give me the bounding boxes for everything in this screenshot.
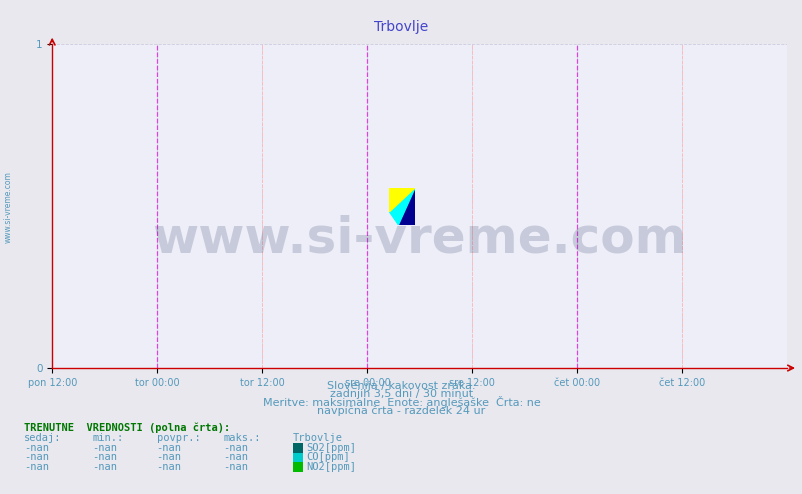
Text: -nan: -nan [223, 462, 248, 472]
Text: -nan: -nan [223, 443, 248, 453]
Text: -nan: -nan [92, 462, 117, 472]
Text: Trbovlje: Trbovlje [374, 20, 428, 34]
Polygon shape [389, 188, 415, 212]
Text: www.si-vreme.com: www.si-vreme.com [3, 171, 13, 244]
Text: maks.:: maks.: [223, 433, 261, 443]
Text: Slovenija / kakovost zraka.: Slovenija / kakovost zraka. [326, 381, 476, 391]
Text: -nan: -nan [156, 443, 181, 453]
Text: min.:: min.: [92, 433, 124, 443]
Text: povpr.:: povpr.: [156, 433, 200, 443]
Text: -nan: -nan [92, 443, 117, 453]
Text: -nan: -nan [156, 462, 181, 472]
Text: CO[ppm]: CO[ppm] [306, 453, 349, 462]
Text: -nan: -nan [24, 462, 49, 472]
Polygon shape [398, 188, 415, 225]
Text: zadnjih 3,5 dni / 30 minut: zadnjih 3,5 dni / 30 minut [330, 389, 472, 399]
Text: navpična črta - razdelek 24 ur: navpična črta - razdelek 24 ur [317, 406, 485, 416]
Text: -nan: -nan [24, 453, 49, 462]
Polygon shape [389, 188, 415, 225]
Text: Meritve: maksimalne  Enote: anglešaške  Črta: ne: Meritve: maksimalne Enote: anglešaške Čr… [262, 396, 540, 408]
Text: Trbovlje: Trbovlje [293, 433, 342, 443]
Text: NO2[ppm]: NO2[ppm] [306, 462, 355, 472]
Text: SO2[ppm]: SO2[ppm] [306, 443, 355, 453]
Text: -nan: -nan [24, 443, 49, 453]
Text: -nan: -nan [92, 453, 117, 462]
Text: sedaj:: sedaj: [24, 433, 62, 443]
Text: TRENUTNE  VREDNOSTI (polna črta):: TRENUTNE VREDNOSTI (polna črta): [24, 422, 230, 433]
Text: -nan: -nan [156, 453, 181, 462]
Text: -nan: -nan [223, 453, 248, 462]
Text: www.si-vreme.com: www.si-vreme.com [152, 214, 686, 263]
